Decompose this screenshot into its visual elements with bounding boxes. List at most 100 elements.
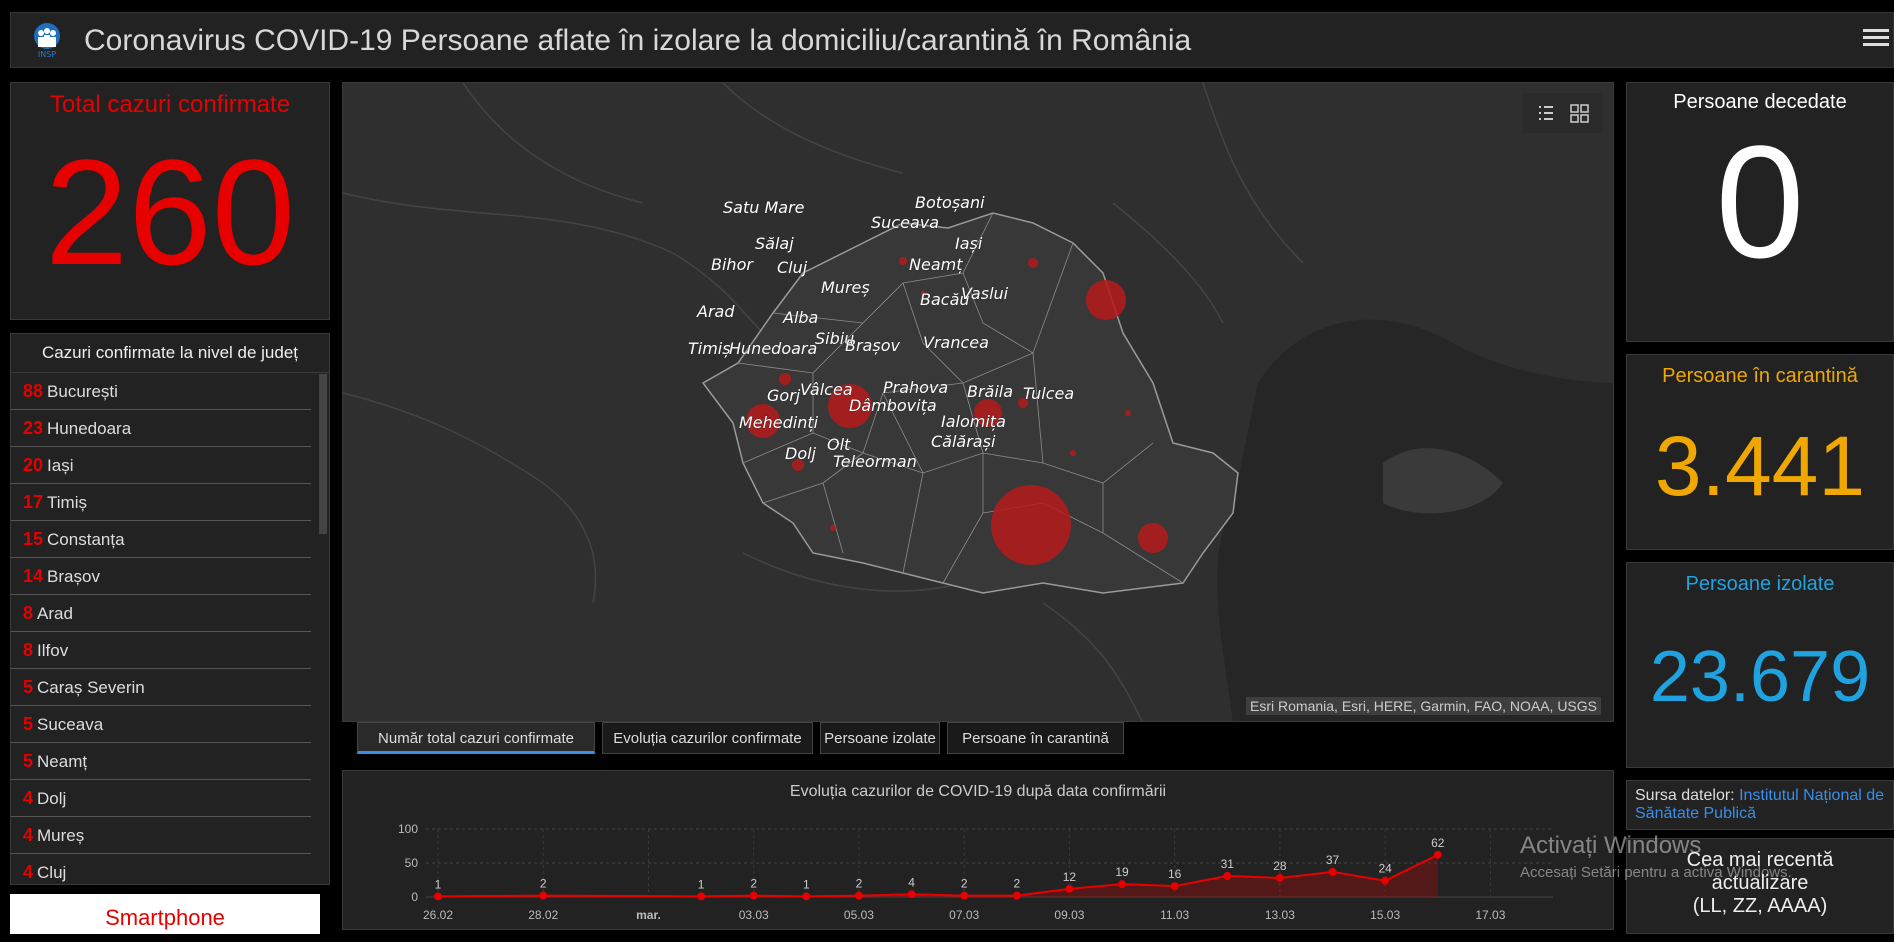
county-label: Vrancea: [923, 333, 989, 352]
county-name: Cluj: [37, 863, 67, 882]
data-label: 2: [1013, 877, 1020, 891]
county-name: Caraș Severin: [37, 678, 145, 697]
list-scrollbar[interactable]: [319, 374, 327, 534]
tab-isolated[interactable]: Persoane izolate: [820, 722, 940, 754]
county-name: Iași: [47, 456, 74, 475]
county-row[interactable]: 4 Dolj: [11, 780, 311, 817]
x-tick-label: 11.03: [1160, 908, 1189, 922]
source-prefix: Sursa datelor:: [1635, 787, 1735, 804]
data-point: [749, 891, 758, 900]
county-label: Brăila: [967, 382, 1013, 401]
smartphone-link[interactable]: Smartphone: [10, 894, 320, 934]
data-label: 19: [1115, 865, 1129, 879]
legend-list-icon: [1539, 106, 1553, 120]
svg-text:INSP: INSP: [38, 50, 56, 59]
case-bubbles: [746, 257, 1168, 565]
isolated-panel: Persoane izolate 23.679: [1626, 562, 1894, 768]
county-name: Brașov: [47, 567, 100, 586]
county-count: 17: [23, 492, 44, 512]
data-label: 16: [1168, 867, 1182, 881]
county-name: Arad: [37, 604, 73, 623]
county-row[interactable]: 14 Brașov: [11, 558, 311, 595]
county-label: Iași: [955, 234, 983, 253]
county-row[interactable]: 17 Timiș: [11, 484, 311, 521]
smartphone-label: Smartphone: [105, 905, 225, 930]
data-point: [1275, 873, 1284, 882]
data-point: [1328, 867, 1337, 876]
evolution-chart[interactable]: 0 50 100 26.02 28.02 mar. 03.03 05.03 07.03 09.03…: [343, 809, 1613, 929]
county-count: 4: [23, 862, 34, 882]
county-row[interactable]: 8 Ilfov: [11, 632, 311, 669]
data-label: 37: [1326, 853, 1340, 867]
data-point: [854, 891, 863, 900]
county-label: Călărași: [931, 432, 996, 451]
y-tick-label: 100: [398, 822, 418, 836]
county-row[interactable]: 15 Constanța: [11, 521, 311, 558]
map-view[interactable]: Satu Mare Botoșani Suceava Sălaj Iași Bihor Cl…: [342, 82, 1614, 722]
county-label: Hunedoara: [729, 339, 817, 358]
county-row[interactable]: 20 Iași: [11, 447, 311, 484]
data-point: [539, 891, 548, 900]
county-row[interactable]: 4 Cluj: [11, 854, 311, 884]
y-tick-label: 50: [405, 856, 419, 870]
county-name: Timiș: [47, 493, 87, 512]
county-label: Vâlcea: [800, 380, 853, 399]
tab-quarantine[interactable]: Persoane în carantină: [947, 722, 1124, 754]
deceased-label: Persoane decedate: [1673, 91, 1847, 113]
data-point: [1381, 876, 1390, 885]
data-label: 2: [750, 877, 757, 891]
county-label: Botoșani: [915, 193, 985, 212]
county-label: Dâmbovița: [849, 396, 937, 415]
county-count: 4: [23, 825, 34, 845]
total-cases-panel: Total cazuri confirmate 260: [10, 82, 330, 320]
tab-evolution[interactable]: Evoluția cazurilor confirmate: [602, 722, 813, 754]
county-label: Mureș: [821, 278, 870, 297]
data-label: 62: [1431, 836, 1445, 850]
x-tick-label: mar.: [636, 908, 661, 922]
data-point: [1012, 891, 1021, 900]
hamburger-menu-icon[interactable]: [1863, 25, 1889, 51]
data-label: 2: [540, 877, 547, 891]
county-name: Neamț: [37, 752, 88, 771]
data-label: 4: [908, 875, 915, 889]
data-label: 12: [1063, 870, 1077, 884]
county-row[interactable]: 8 Arad: [11, 595, 311, 632]
county-row[interactable]: 5 Suceava: [11, 706, 311, 743]
chart-title: Evoluția cazurilor de COVID-19 după data…: [789, 783, 1167, 800]
quarantine-panel: Persoane în carantină 3.441: [1626, 354, 1894, 550]
data-point: [1118, 880, 1127, 889]
county-row[interactable]: 88 București: [11, 373, 311, 410]
county-count: 14: [23, 566, 44, 586]
series-area: [438, 854, 1438, 897]
x-tick-label: 05.03: [844, 908, 874, 922]
county-label: Olt: [827, 435, 851, 454]
county-label: Ialomița: [941, 412, 1006, 431]
x-tick-label: 26.02: [423, 908, 453, 922]
county-label: Teleorman: [833, 452, 917, 471]
windows-activation-watermark: Activați Windows Accesați Setări pentru …: [1520, 832, 1792, 881]
county-label: Tulcea: [1023, 384, 1074, 403]
source-link[interactable]: Institutul Național de Sănătate Publică: [1635, 787, 1885, 822]
county-row[interactable]: 5 Caraș Severin: [11, 669, 311, 706]
county-cases-list: Cazuri confirmate la nivel de județ 88 Bu…: [10, 333, 330, 885]
data-point: [907, 890, 916, 899]
county-label: Brașov: [845, 336, 900, 355]
tab-total-cases[interactable]: Număr total cazuri confirmate: [357, 722, 595, 754]
county-label: Cluj: [777, 258, 808, 277]
update-line-2: actualizare: [1711, 872, 1809, 894]
insp-logo: INSP: [27, 21, 67, 59]
quarantine-value: 3.441: [1654, 419, 1866, 513]
county-row[interactable]: 5 Neamț: [11, 743, 311, 780]
last-update-panel: Cea mai recentă actualizare (LL, ZZ, AAA…: [1626, 838, 1894, 934]
data-label: 2: [856, 877, 863, 891]
data-source: Sursa datelor: Institutul Național de Să…: [1626, 780, 1894, 830]
county-name: Constanța: [47, 530, 125, 549]
county-row[interactable]: 23 Hunedoara: [11, 410, 311, 447]
county-label: Neamț: [909, 255, 963, 274]
county-count: 88: [23, 381, 44, 401]
county-label: Bacău: [920, 290, 970, 309]
county-row[interactable]: 4 Mureș: [11, 817, 311, 854]
watermark-subtitle: Accesați Setări pentru a activa Windows.: [1520, 864, 1792, 881]
x-tick-label: 03.03: [739, 908, 769, 922]
